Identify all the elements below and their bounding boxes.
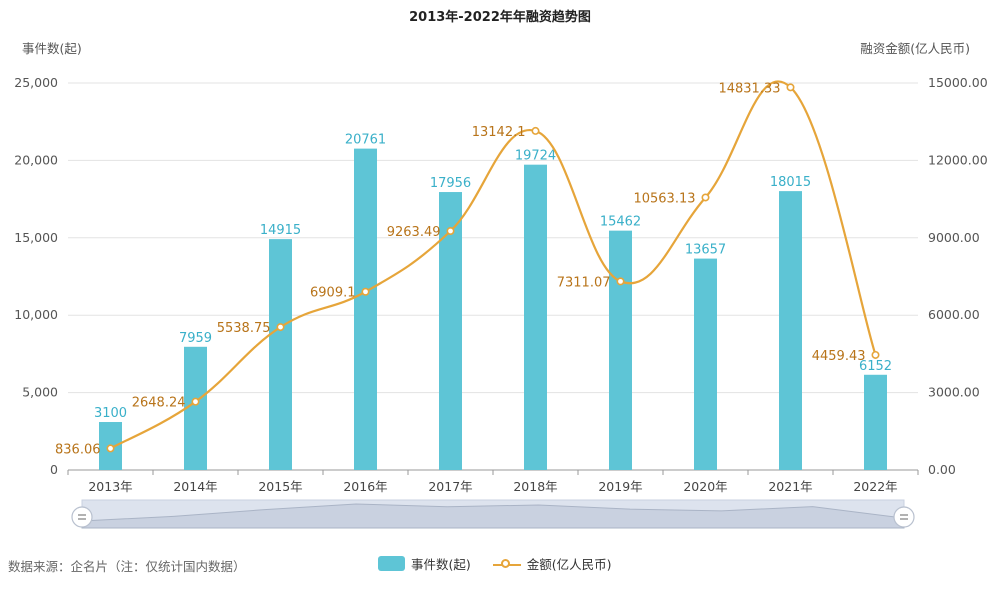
bar: [524, 164, 547, 470]
y-right-tick-label: 6000.00: [928, 307, 980, 322]
x-tick-label: 2013年: [88, 479, 132, 494]
x-tick-label: 2015年: [258, 479, 302, 494]
line-point: [616, 277, 625, 286]
x-tick-label: 2019年: [598, 479, 642, 494]
bar-data-label: 7959: [179, 331, 212, 346]
line-point: [871, 350, 880, 359]
line-data-label: 5538.75: [217, 321, 271, 336]
bar-data-label: 18015: [770, 175, 811, 190]
line-data-label: 13142.1: [472, 125, 526, 140]
right-axis-name: 融资金额(亿人民币): [860, 41, 970, 56]
line-data-label: 4459.43: [812, 349, 866, 364]
line-data-label: 6909.1: [310, 286, 356, 301]
x-tick-label: 2021年: [768, 479, 812, 494]
line-data-label: 9263.49: [387, 225, 441, 240]
line-point: [531, 126, 540, 135]
y-left-tick-label: 10,000: [14, 307, 58, 322]
x-tick-label: 2022年: [853, 479, 897, 494]
bar: [779, 191, 802, 470]
x-tick-label: 2016年: [343, 479, 387, 494]
y-right-tick-label: 12000.00: [928, 152, 988, 167]
x-tick-label: 2018年: [513, 479, 557, 494]
bar-data-label: 17956: [430, 176, 471, 191]
bar: [269, 239, 292, 470]
line-data-label: 7311.07: [557, 275, 611, 290]
line-point: [106, 444, 115, 453]
line-point: [361, 287, 370, 296]
line-data-label: 10563.13: [633, 191, 695, 206]
bar-data-label: 15462: [600, 215, 641, 230]
y-left-tick-label: 20,000: [14, 152, 58, 167]
legend-item-events[interactable]: 事件数(起): [378, 554, 471, 573]
line-point: [191, 397, 200, 406]
left-axis-name: 事件数(起): [22, 41, 82, 56]
zoom-handle-left-icon[interactable]: [71, 506, 93, 528]
x-tick-label: 2014年: [173, 479, 217, 494]
bar-data-label: 6152: [859, 359, 892, 374]
y-right-tick-label: 15000.00: [928, 75, 988, 90]
y-right-tick-label: 3000.00: [928, 385, 980, 400]
x-tick-label: 2020年: [683, 479, 727, 494]
bar: [694, 258, 717, 470]
y-left-tick-label: 0: [50, 462, 58, 477]
y-left-tick-label: 5,000: [22, 385, 58, 400]
zoom-handle-right-icon[interactable]: [893, 506, 915, 528]
bar: [439, 192, 462, 470]
bar: [354, 148, 377, 470]
line-point: [276, 323, 285, 332]
bar: [609, 230, 632, 470]
chart-title: 2013年-2022年年融资趋势图: [409, 10, 591, 25]
legend-line-swatch-icon: [492, 557, 521, 571]
bar: [184, 346, 207, 470]
legend-events-label: 事件数(起): [411, 557, 471, 572]
x-tick-label: 2017年: [428, 479, 472, 494]
line-point: [786, 83, 795, 92]
y-right-tick-label: 9000.00: [928, 230, 980, 245]
bar: [864, 374, 887, 470]
line-data-label: 836.06: [55, 442, 101, 457]
line-data-label: 2648.24: [132, 396, 186, 411]
bar-data-label: 20761: [345, 133, 386, 148]
legend-bar-swatch-icon: [378, 556, 405, 571]
line-point: [446, 227, 455, 236]
y-left-tick-label: 25,000: [14, 75, 58, 90]
legend-item-amount[interactable]: 金额(亿人民币): [492, 554, 612, 573]
bar-data-label: 13657: [685, 243, 726, 258]
bar-data-label: 3100: [94, 406, 127, 421]
legend-amount-label: 金额(亿人民币): [526, 557, 612, 572]
y-right-tick-label: 0.00: [928, 462, 956, 477]
line-data-label: 14831.33: [718, 81, 780, 96]
data-source-note: 数据来源：企名片（注：仅统计国内数据）: [8, 559, 246, 574]
legend: 事件数(起) 金额(亿人民币): [378, 554, 612, 573]
line-point: [701, 193, 710, 202]
bar-data-label: 14915: [260, 223, 301, 238]
bar-data-label: 19724: [515, 149, 556, 164]
y-left-tick-label: 15,000: [14, 230, 58, 245]
